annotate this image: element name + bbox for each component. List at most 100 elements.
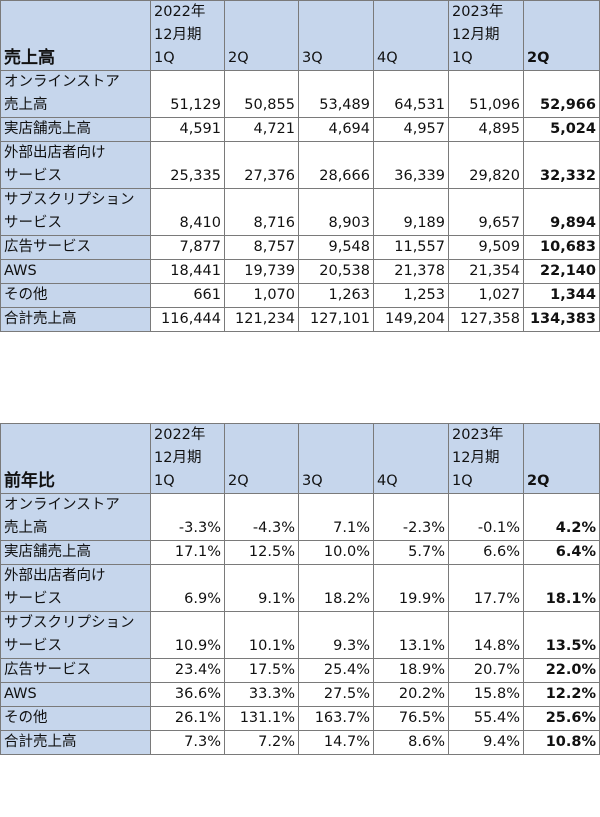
value-cell: 17.5% <box>224 658 299 683</box>
row-label: 広告サービス <box>0 235 151 260</box>
table-row: AWS 36.6% 33.3% 27.5% 20.2% 15.8% 12.2% <box>0 682 600 707</box>
value-cell: 8,410 <box>150 188 225 236</box>
column-header: 2022年 12月期 1Q <box>150 423 225 494</box>
table-row: 外部出店者向け サービス 6.9% 9.1% 18.2% 19.9% 17.7% 18.1% <box>0 564 600 612</box>
value-cell: 76.5% <box>373 706 449 731</box>
table-row: オンラインストア 売上高 -3.3% -4.3% 7.1% -2.3% -0.1% 4.2% <box>0 493 600 541</box>
value-cell: -3.3% <box>150 493 225 541</box>
cell-line: その他 <box>4 710 48 726</box>
value-cell: 10.0% <box>298 540 374 565</box>
value-cell: 9.1% <box>224 564 299 612</box>
sales-table: 売上高 2022年 12月期 1Q 2Q 3Q 4Q 2023年 12月期 1Q 2Q オンラインスト… <box>0 0 600 332</box>
value-cell: 27,376 <box>224 141 299 189</box>
value-cell: 19,739 <box>224 259 299 284</box>
cell-line: 3Q <box>302 50 323 66</box>
row-label: サブスクリプション サービス <box>0 188 151 236</box>
row-label: オンラインストア 売上高 <box>0 493 151 541</box>
cell-line: 合計売上高 <box>4 311 77 327</box>
value-cell: 9.3% <box>298 611 374 659</box>
cell-line: 広告サービス <box>4 662 91 678</box>
cell-line: 3Q <box>302 473 323 489</box>
value-cell: 15.8% <box>448 682 524 707</box>
value-cell: 19.9% <box>373 564 449 612</box>
cell-line: 12月期 <box>452 450 500 466</box>
cell-line: AWS <box>4 263 37 279</box>
value-cell: 9,894 <box>523 188 600 236</box>
table-row: 広告サービス 7,877 8,757 9,548 11,557 9,509 10,683 <box>0 235 600 260</box>
table-row: サブスクリプション サービス 10.9% 10.1% 9.3% 13.1% 14.8% 13.… <box>0 611 600 659</box>
value-cell: 21,378 <box>373 259 449 284</box>
yoy-table-body: 前年比 2022年 12月期 1Q 2Q 3Q 4Q 2023年 12月期 1Q 2Q オンラインスト… <box>0 423 600 755</box>
value-cell: 52,966 <box>523 70 600 118</box>
cell-line: オンラインストア <box>4 74 120 90</box>
value-cell: 23.4% <box>150 658 225 683</box>
cell-line: 売上高 <box>4 520 48 536</box>
yoy-table: 前年比 2022年 12月期 1Q 2Q 3Q 4Q 2023年 12月期 1Q 2Q オンラインスト… <box>0 423 600 755</box>
row-label: 合計売上高 <box>0 307 151 332</box>
value-cell: 21,354 <box>448 259 524 284</box>
cell-line: 2022年 <box>154 427 206 443</box>
cell-line: 2Q <box>228 50 249 66</box>
value-cell: 29,820 <box>448 141 524 189</box>
value-cell: 14.8% <box>448 611 524 659</box>
value-cell: 18.9% <box>373 658 449 683</box>
value-cell: 661 <box>150 283 225 308</box>
cell-line: 売上高 <box>4 97 48 113</box>
value-cell: 7.2% <box>224 730 299 755</box>
cell-line: サービス <box>4 215 62 231</box>
value-cell: 7,877 <box>150 235 225 260</box>
value-cell: -2.3% <box>373 493 449 541</box>
cell-line: 実店舗売上高 <box>4 121 91 137</box>
value-cell: -0.1% <box>448 493 524 541</box>
cell-line: 1Q <box>154 50 175 66</box>
value-cell: 121,234 <box>224 307 299 332</box>
row-label: オンラインストア 売上高 <box>0 70 151 118</box>
value-cell: 8,903 <box>298 188 374 236</box>
row-label: 実店舗売上高 <box>0 540 151 565</box>
cell-line: サービス <box>4 638 62 654</box>
value-cell: 53,489 <box>298 70 374 118</box>
value-cell: 9,657 <box>448 188 524 236</box>
cell-line: サブスクリプション <box>4 192 135 208</box>
value-cell: 7.3% <box>150 730 225 755</box>
value-cell: 9,548 <box>298 235 374 260</box>
total-row: 合計売上高 7.3% 7.2% 14.7% 8.6% 9.4% 10.8% <box>0 730 600 755</box>
cell-line: 12月期 <box>154 27 202 43</box>
value-cell: 8,716 <box>224 188 299 236</box>
column-header: 4Q <box>373 0 449 71</box>
value-cell: 18.2% <box>298 564 374 612</box>
sales-table-body: 売上高 2022年 12月期 1Q 2Q 3Q 4Q 2023年 12月期 1Q 2Q オンラインスト… <box>0 0 600 332</box>
header-row: 売上高 2022年 12月期 1Q 2Q 3Q 4Q 2023年 12月期 1Q 2Q <box>0 0 600 71</box>
value-cell: 7.1% <box>298 493 374 541</box>
value-cell: 4.2% <box>523 493 600 541</box>
value-cell: 127,358 <box>448 307 524 332</box>
cell-line: 実店舗売上高 <box>4 544 91 560</box>
column-header: 2Q <box>224 423 299 494</box>
cell-line: 広告サービス <box>4 239 91 255</box>
column-header: 2022年 12月期 1Q <box>150 0 225 71</box>
value-cell: 134,383 <box>523 307 600 332</box>
value-cell: 8,757 <box>224 235 299 260</box>
value-cell: 33.3% <box>224 682 299 707</box>
value-cell: 1,070 <box>224 283 299 308</box>
value-cell: 25.4% <box>298 658 374 683</box>
column-header: 3Q <box>298 0 374 71</box>
row-label: AWS <box>0 259 151 284</box>
value-cell: 10,683 <box>523 235 600 260</box>
value-cell: 25.6% <box>523 706 600 731</box>
column-header: 2023年 12月期 1Q <box>448 423 524 494</box>
value-cell: 131.1% <box>224 706 299 731</box>
value-cell: 27.5% <box>298 682 374 707</box>
row-label: 外部出店者向け サービス <box>0 564 151 612</box>
row-label: 合計売上高 <box>0 730 151 755</box>
cell-line: サブスクリプション <box>4 615 135 631</box>
value-cell: 36,339 <box>373 141 449 189</box>
value-cell: 13.1% <box>373 611 449 659</box>
value-cell: 6.9% <box>150 564 225 612</box>
cell-line: 12月期 <box>452 27 500 43</box>
row-label: 広告サービス <box>0 658 151 683</box>
value-cell: 36.6% <box>150 682 225 707</box>
value-cell: 25,335 <box>150 141 225 189</box>
value-cell: 10.1% <box>224 611 299 659</box>
value-cell: 28,666 <box>298 141 374 189</box>
